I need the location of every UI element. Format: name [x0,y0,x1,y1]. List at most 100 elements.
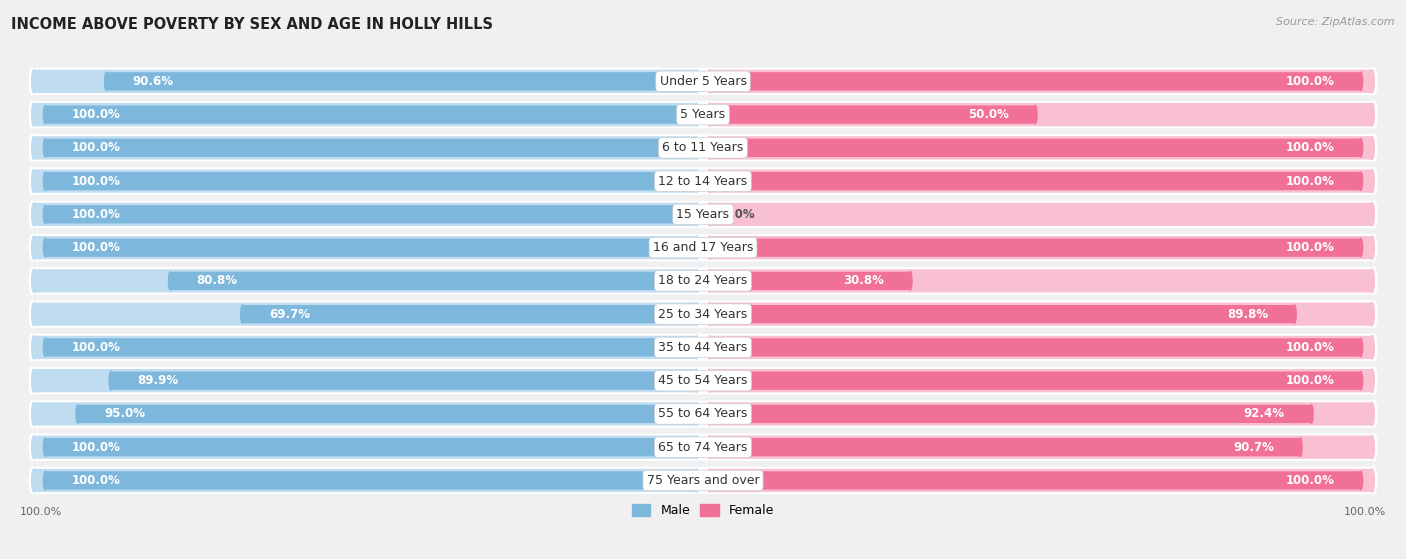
FancyBboxPatch shape [107,72,696,91]
Circle shape [32,369,37,392]
Circle shape [707,372,711,390]
Circle shape [695,469,699,492]
Text: Source: ZipAtlas.com: Source: ZipAtlas.com [1277,17,1395,27]
FancyBboxPatch shape [710,236,1372,259]
Circle shape [1360,139,1362,157]
Circle shape [707,72,711,91]
FancyBboxPatch shape [710,305,1295,323]
FancyBboxPatch shape [32,334,1374,361]
Circle shape [695,372,699,390]
Text: 25 to 34 Years: 25 to 34 Years [658,307,748,321]
FancyBboxPatch shape [32,400,1374,428]
Circle shape [1369,169,1374,193]
Circle shape [1369,70,1374,93]
FancyBboxPatch shape [45,338,696,357]
FancyBboxPatch shape [32,467,1374,494]
Text: 100.0%: 100.0% [72,108,121,121]
FancyBboxPatch shape [45,205,696,224]
FancyBboxPatch shape [32,301,1374,328]
Text: 100.0%: 100.0% [1285,241,1334,254]
FancyBboxPatch shape [32,168,1374,195]
Circle shape [695,338,699,357]
Circle shape [44,139,46,157]
FancyBboxPatch shape [34,435,696,459]
FancyBboxPatch shape [710,172,1361,190]
Circle shape [707,139,711,157]
Circle shape [1360,172,1362,190]
Circle shape [707,269,711,292]
Circle shape [1371,367,1376,394]
FancyBboxPatch shape [111,372,696,390]
Circle shape [695,103,699,126]
FancyBboxPatch shape [32,101,1374,128]
Text: 100.0%: 100.0% [72,241,121,254]
Circle shape [44,338,46,357]
FancyBboxPatch shape [45,172,696,190]
FancyBboxPatch shape [34,469,696,492]
Text: 100.0%: 100.0% [1285,75,1334,88]
Circle shape [76,405,80,423]
Text: 89.9%: 89.9% [138,374,179,387]
Text: 69.7%: 69.7% [269,307,309,321]
FancyBboxPatch shape [710,405,1312,423]
FancyBboxPatch shape [710,369,1372,392]
Circle shape [695,272,699,290]
Circle shape [32,269,37,292]
Circle shape [695,169,699,193]
Circle shape [32,169,37,193]
Text: 92.4%: 92.4% [1244,408,1285,420]
FancyBboxPatch shape [45,139,696,157]
Text: 100.0%: 100.0% [72,440,121,454]
Circle shape [1369,103,1374,126]
Circle shape [1369,269,1374,292]
Circle shape [1371,68,1376,95]
Text: 35 to 44 Years: 35 to 44 Years [658,341,748,354]
FancyBboxPatch shape [170,272,696,290]
FancyBboxPatch shape [45,471,696,490]
FancyBboxPatch shape [710,139,1361,157]
Circle shape [695,435,699,459]
Text: 100.0%: 100.0% [72,474,121,487]
Circle shape [32,136,37,159]
Circle shape [695,139,699,157]
FancyBboxPatch shape [32,234,1374,261]
Circle shape [30,101,35,128]
FancyBboxPatch shape [34,402,696,425]
FancyBboxPatch shape [34,369,696,392]
Circle shape [1371,434,1376,461]
Circle shape [695,471,699,490]
Circle shape [707,239,711,257]
Text: 50.0%: 50.0% [967,108,1008,121]
Circle shape [44,239,46,257]
Circle shape [32,203,37,226]
Circle shape [1369,369,1374,392]
Circle shape [707,172,711,190]
Circle shape [240,305,245,323]
FancyBboxPatch shape [34,269,696,292]
Circle shape [1298,438,1302,456]
FancyBboxPatch shape [34,302,696,326]
FancyBboxPatch shape [710,70,1372,93]
FancyBboxPatch shape [34,70,696,93]
Circle shape [1360,338,1362,357]
Circle shape [707,103,711,126]
Circle shape [1309,405,1313,423]
Text: 15 Years: 15 Years [676,208,730,221]
Circle shape [30,168,35,195]
FancyBboxPatch shape [710,272,910,290]
Circle shape [44,438,46,456]
Circle shape [30,134,35,162]
Circle shape [695,106,699,124]
Circle shape [30,334,35,361]
FancyBboxPatch shape [32,68,1374,95]
Text: 90.6%: 90.6% [132,75,174,88]
Text: 0.0%: 0.0% [723,208,755,221]
Circle shape [707,336,711,359]
Text: 16 and 17 Years: 16 and 17 Years [652,241,754,254]
Text: Under 5 Years: Under 5 Years [659,75,747,88]
Text: 95.0%: 95.0% [104,408,145,420]
Circle shape [695,405,699,423]
Circle shape [695,438,699,456]
Circle shape [30,434,35,461]
FancyBboxPatch shape [710,239,1361,257]
